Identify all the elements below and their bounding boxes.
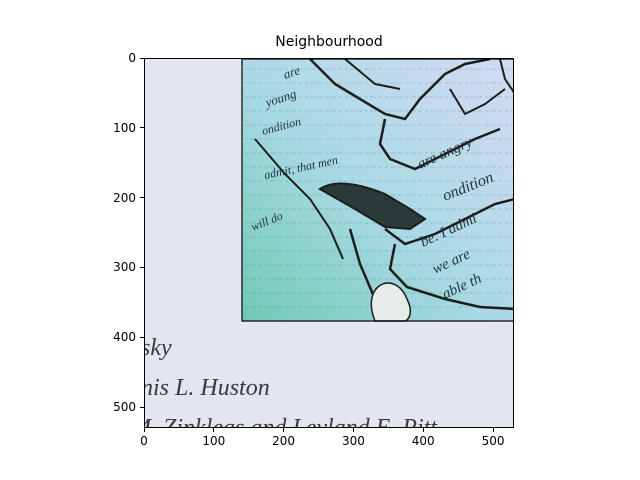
svg-text:nis L. Huston: nis L. Huston	[145, 375, 270, 401]
inset-collage	[241, 59, 513, 322]
x-tick-label: 500	[481, 434, 505, 448]
y-tick-label: 0	[128, 51, 136, 65]
y-tick-label: 500	[113, 400, 136, 415]
y-tick-mark	[140, 266, 144, 268]
image-axes: are young ondition admit, that men will …	[144, 58, 514, 428]
x-tick-mark	[143, 428, 145, 432]
x-tick-mark	[283, 428, 285, 432]
y-tick-mark	[140, 57, 144, 59]
x-tick-label: 200	[272, 434, 296, 448]
svg-text:are: are	[281, 62, 302, 82]
image-content: are young ondition admit, that men will …	[145, 59, 513, 428]
caption-text: sky nis L. Huston M. Zinkleas and Leylan…	[145, 335, 438, 428]
svg-text:M. Zinkleas and Leyland E. Pit: M. Zinkleas and Leyland E. Pitt	[145, 415, 438, 428]
x-tick-mark	[422, 428, 424, 432]
y-tick-label: 400	[113, 330, 136, 345]
x-tick-label: 100	[202, 434, 226, 448]
y-tick-mark	[140, 127, 144, 129]
y-tick-mark	[140, 197, 144, 199]
y-tick-mark	[140, 406, 144, 408]
plot-title: Neighbourhood	[275, 34, 383, 50]
x-tick-label: 400	[411, 434, 435, 448]
svg-text:sky: sky	[145, 335, 172, 361]
x-tick-label: 0	[140, 434, 148, 448]
x-tick-mark	[352, 428, 354, 432]
y-tick-label: 300	[113, 260, 136, 275]
y-tick-mark	[140, 336, 144, 338]
x-tick-mark	[492, 428, 494, 432]
x-tick-mark	[213, 428, 215, 432]
x-tick-label: 300	[341, 434, 365, 448]
y-tick-label: 100	[113, 120, 136, 135]
y-tick-label: 200	[113, 190, 136, 205]
